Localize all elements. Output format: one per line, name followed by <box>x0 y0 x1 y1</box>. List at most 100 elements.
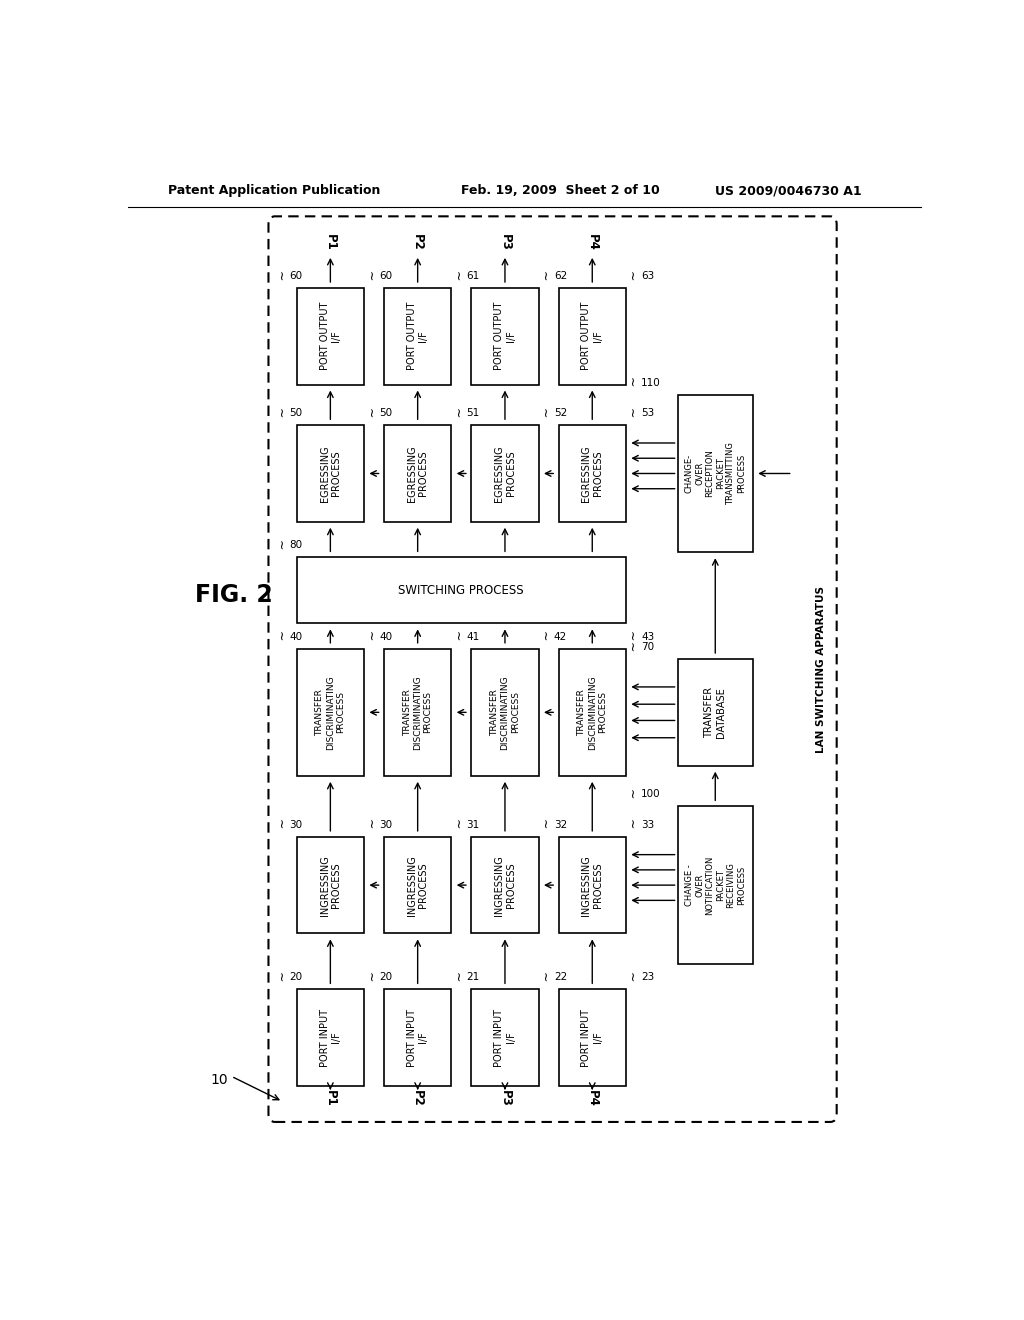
FancyBboxPatch shape <box>297 288 365 384</box>
Text: ∼: ∼ <box>362 408 376 418</box>
Text: PORT OUTPUT
I/F: PORT OUTPUT I/F <box>319 302 341 371</box>
Text: P4: P4 <box>586 1090 599 1107</box>
FancyBboxPatch shape <box>558 989 626 1086</box>
Text: ∼: ∼ <box>272 972 286 982</box>
Text: ∼: ∼ <box>272 540 286 550</box>
Text: 50: 50 <box>379 408 392 418</box>
Text: 62: 62 <box>554 271 567 281</box>
Text: ∼: ∼ <box>625 271 637 281</box>
Text: PORT OUTPUT
I/F: PORT OUTPUT I/F <box>407 302 428 371</box>
Text: 40: 40 <box>379 631 392 642</box>
Text: 43: 43 <box>641 631 654 642</box>
Text: ∼: ∼ <box>450 631 463 642</box>
Text: LAN SWITCHING APPARATUS: LAN SWITCHING APPARATUS <box>816 586 825 752</box>
Text: EGRESSING
PROCESS: EGRESSING PROCESS <box>407 445 428 502</box>
Text: TRANSFER
DISCRIMINATING
PROCESS: TRANSFER DISCRIMINATING PROCESS <box>402 675 432 750</box>
FancyBboxPatch shape <box>471 989 539 1086</box>
Text: PORT INPUT
I/F: PORT INPUT I/F <box>407 1008 428 1067</box>
FancyBboxPatch shape <box>558 649 626 776</box>
Text: EGRESSING
PROCESS: EGRESSING PROCESS <box>319 445 341 502</box>
Text: 61: 61 <box>467 271 479 281</box>
FancyBboxPatch shape <box>678 659 753 766</box>
Text: ∼: ∼ <box>625 972 637 982</box>
Text: PORT INPUT
I/F: PORT INPUT I/F <box>582 1008 603 1067</box>
Text: ∼: ∼ <box>537 631 550 642</box>
Text: Patent Application Publication: Patent Application Publication <box>168 185 380 198</box>
Text: 33: 33 <box>641 820 654 830</box>
Text: 60: 60 <box>379 271 392 281</box>
Text: 100: 100 <box>641 789 660 799</box>
Text: 30: 30 <box>379 820 392 830</box>
Text: US 2009/0046730 A1: US 2009/0046730 A1 <box>715 185 862 198</box>
Text: ∼: ∼ <box>272 271 286 281</box>
FancyBboxPatch shape <box>678 807 753 964</box>
Text: ∼: ∼ <box>537 408 550 418</box>
Text: 20: 20 <box>379 972 392 982</box>
FancyBboxPatch shape <box>471 649 539 776</box>
Text: 10: 10 <box>211 1073 228 1088</box>
FancyBboxPatch shape <box>471 837 539 933</box>
Text: ∼: ∼ <box>362 972 376 982</box>
Text: 30: 30 <box>290 820 303 830</box>
FancyBboxPatch shape <box>297 425 365 521</box>
FancyBboxPatch shape <box>558 288 626 384</box>
FancyBboxPatch shape <box>384 425 452 521</box>
Text: P1: P1 <box>324 235 337 251</box>
Text: ∼: ∼ <box>537 271 550 281</box>
Text: P2: P2 <box>412 235 424 251</box>
Text: EGRESSING
PROCESS: EGRESSING PROCESS <box>582 445 603 502</box>
Text: ∼: ∼ <box>450 820 463 830</box>
Text: TRANSFER
DISCRIMINATING
PROCESS: TRANSFER DISCRIMINATING PROCESS <box>578 675 607 750</box>
Text: ∼: ∼ <box>272 408 286 418</box>
Text: 32: 32 <box>554 820 567 830</box>
FancyBboxPatch shape <box>384 649 452 776</box>
Text: TRANSFER
DISCRIMINATING
PROCESS: TRANSFER DISCRIMINATING PROCESS <box>490 675 520 750</box>
Text: 110: 110 <box>641 378 660 388</box>
FancyBboxPatch shape <box>558 837 626 933</box>
Text: ∼: ∼ <box>625 789 637 800</box>
Text: ∼: ∼ <box>450 271 463 281</box>
Text: 22: 22 <box>554 972 567 982</box>
Text: 52: 52 <box>554 408 567 418</box>
FancyBboxPatch shape <box>558 425 626 521</box>
FancyBboxPatch shape <box>297 989 365 1086</box>
Text: PORT INPUT
I/F: PORT INPUT I/F <box>495 1008 516 1067</box>
Text: 42: 42 <box>554 631 567 642</box>
FancyBboxPatch shape <box>384 837 452 933</box>
Text: INGRESSING
PROCESS: INGRESSING PROCESS <box>319 855 341 916</box>
Text: P3: P3 <box>499 1090 511 1107</box>
Text: 70: 70 <box>641 642 654 652</box>
Text: EGRESSING
PROCESS: EGRESSING PROCESS <box>495 445 516 502</box>
Text: TRANSFER
DATABASE: TRANSFER DATABASE <box>705 686 726 738</box>
FancyBboxPatch shape <box>384 989 452 1086</box>
FancyBboxPatch shape <box>678 395 753 552</box>
Text: 80: 80 <box>290 540 303 550</box>
Text: 21: 21 <box>467 972 479 982</box>
Text: P2: P2 <box>412 1090 424 1107</box>
Text: 20: 20 <box>290 972 303 982</box>
Text: 31: 31 <box>467 820 479 830</box>
Text: INGRESSING
PROCESS: INGRESSING PROCESS <box>407 855 428 916</box>
FancyBboxPatch shape <box>471 425 539 521</box>
Text: SWITCHING PROCESS: SWITCHING PROCESS <box>398 583 524 597</box>
Text: ∼: ∼ <box>625 408 637 418</box>
Text: 41: 41 <box>467 631 479 642</box>
Text: FIG. 2: FIG. 2 <box>196 583 273 607</box>
Text: PORT INPUT
I/F: PORT INPUT I/F <box>319 1008 341 1067</box>
Text: CHANGE-
OVER
RECEPTION
PACKET
TRANSMITTING
PROCESS: CHANGE- OVER RECEPTION PACKET TRANSMITTI… <box>685 442 745 506</box>
FancyBboxPatch shape <box>471 288 539 384</box>
FancyBboxPatch shape <box>297 649 365 776</box>
Text: P1: P1 <box>324 1090 337 1107</box>
FancyBboxPatch shape <box>297 837 365 933</box>
Text: ∼: ∼ <box>625 631 637 642</box>
Text: ∼: ∼ <box>625 378 637 388</box>
Text: TRANSFER
DISCRIMINATING
PROCESS: TRANSFER DISCRIMINATING PROCESS <box>315 675 345 750</box>
Text: 60: 60 <box>290 271 303 281</box>
Text: 23: 23 <box>641 972 654 982</box>
Text: ∼: ∼ <box>272 631 286 642</box>
Text: ∼: ∼ <box>362 820 376 830</box>
Text: ∼: ∼ <box>362 631 376 642</box>
Text: ∼: ∼ <box>625 820 637 830</box>
Text: INGRESSING
PROCESS: INGRESSING PROCESS <box>495 855 516 916</box>
Text: ∼: ∼ <box>362 271 376 281</box>
